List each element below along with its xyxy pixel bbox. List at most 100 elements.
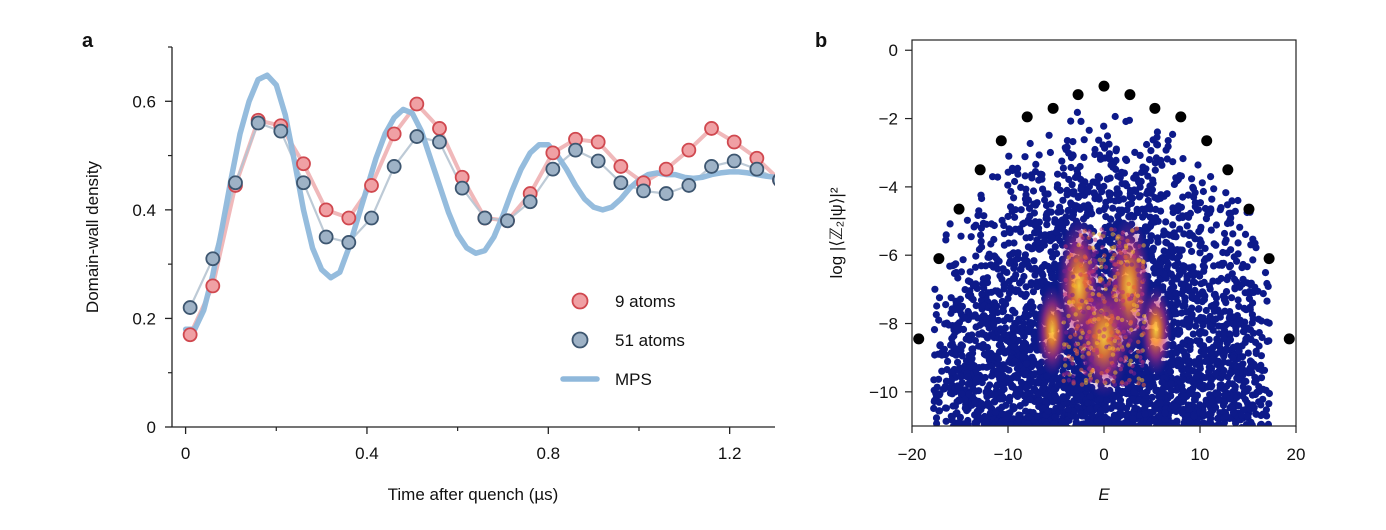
density-point [1112,267,1117,272]
eigenstate-point [1145,421,1153,426]
eigenstate-point [994,173,1002,181]
density-point [1116,289,1121,294]
scar-state-point [1072,89,1084,101]
density-point [1138,299,1144,304]
eigenstate-point [933,383,941,391]
eigenstate-point [1148,393,1156,401]
data-point-9-atoms [681,142,697,158]
eigenstate-point [1067,117,1075,125]
density-point [1090,307,1095,313]
eigenstate-point [942,231,950,239]
scar-state-point [1124,89,1136,101]
data-point-51-atoms [250,115,266,131]
eigenstate-point [1003,268,1011,276]
density-point [1132,307,1137,313]
eigenstate-point [1026,233,1034,242]
eigenstate-point [1167,380,1175,388]
data-point-51-atoms [432,134,447,150]
eigenstate-point [965,379,973,387]
eigenstate-point [1159,428,1166,435]
eigenstate-point [1163,190,1171,198]
density-point [1079,272,1084,278]
eigenstate-point [1186,229,1194,237]
eigenstate-point [1025,263,1033,271]
eigenstate-point [961,429,968,436]
density-point [1140,363,1145,368]
eigenstate-point [1225,359,1233,367]
eigenstate-point [1026,396,1034,404]
density-point [1094,348,1100,353]
density-point [1112,274,1118,280]
eigenstate-point [1241,289,1249,297]
eigenstate-point [1054,170,1062,178]
eigenstate-point [1019,343,1028,351]
eigenstate-point [1123,410,1131,418]
density-point [1062,356,1068,362]
eigenstate-point [1256,421,1265,426]
density-point [1080,330,1085,336]
eigenstate-point [1010,264,1018,272]
data-point-9-atoms [296,156,311,172]
eigenstate-point [1180,392,1188,400]
eigenstate-point [1182,308,1190,316]
density-point [1125,292,1131,298]
eigenstate-point [1209,326,1217,334]
density-point [1101,311,1107,317]
panel-b-x-tick-label: 0 [1099,445,1108,464]
eigenstate-point [952,260,960,268]
eigenstate-point [1141,211,1149,219]
eigenstate-point [1036,170,1045,178]
density-point [1061,320,1067,325]
density-point [1096,316,1102,322]
density-point [1067,317,1072,322]
eigenstate-point [1144,374,1152,382]
scar-state-point [1283,333,1295,345]
eigenstate-point [1030,331,1038,339]
eigenstate-point [1227,294,1236,302]
eigenstate-point [1063,137,1071,145]
data-point-51-atoms [341,235,357,250]
panel-b-x-tick-label: −20 [898,445,927,464]
eigenstate-point [1007,421,1015,426]
eigenstate-point [1130,388,1138,396]
eigenstate-point [1211,370,1219,378]
density-point [1089,263,1094,268]
eigenstate-point [1058,157,1066,165]
eigenstate-point [983,349,991,358]
density-point [1091,252,1097,258]
density-point [1109,313,1115,319]
density-point [1126,343,1131,348]
density-point [1080,349,1085,354]
density-point [1139,378,1145,383]
eigenstate-point [1191,199,1199,207]
eigenstate-point [1000,330,1008,338]
density-point [1085,287,1090,292]
density-point [1130,228,1135,233]
eigenstate-point [1151,194,1159,202]
density-point [1135,311,1141,317]
eigenstate-point [963,216,972,224]
eigenstate-point [1155,268,1164,276]
eigenstate-point [1078,427,1085,434]
eigenstate-point [1167,386,1176,394]
eigenstate-point [1158,161,1166,169]
series-line-mps [182,72,775,333]
eigenstate-point [964,421,972,426]
density-point [1138,349,1144,354]
eigenstate-point [1051,243,1059,251]
density-point [1120,290,1125,295]
eigenstate-point [1202,306,1210,315]
density-point [1083,273,1089,278]
density-point [1107,277,1113,282]
eigenstate-point [1185,240,1193,249]
density-point [1135,324,1140,330]
density-point [1136,376,1142,381]
density-point [1091,311,1097,316]
eigenstate-point [1172,289,1180,297]
eigenstate-point [1184,317,1192,325]
eigenstate-point [1044,190,1052,198]
eigenstate-point [1158,378,1166,386]
eigenstate-point [1217,381,1225,389]
legend-label: 9 atoms [615,292,675,311]
density-point [1061,378,1066,384]
